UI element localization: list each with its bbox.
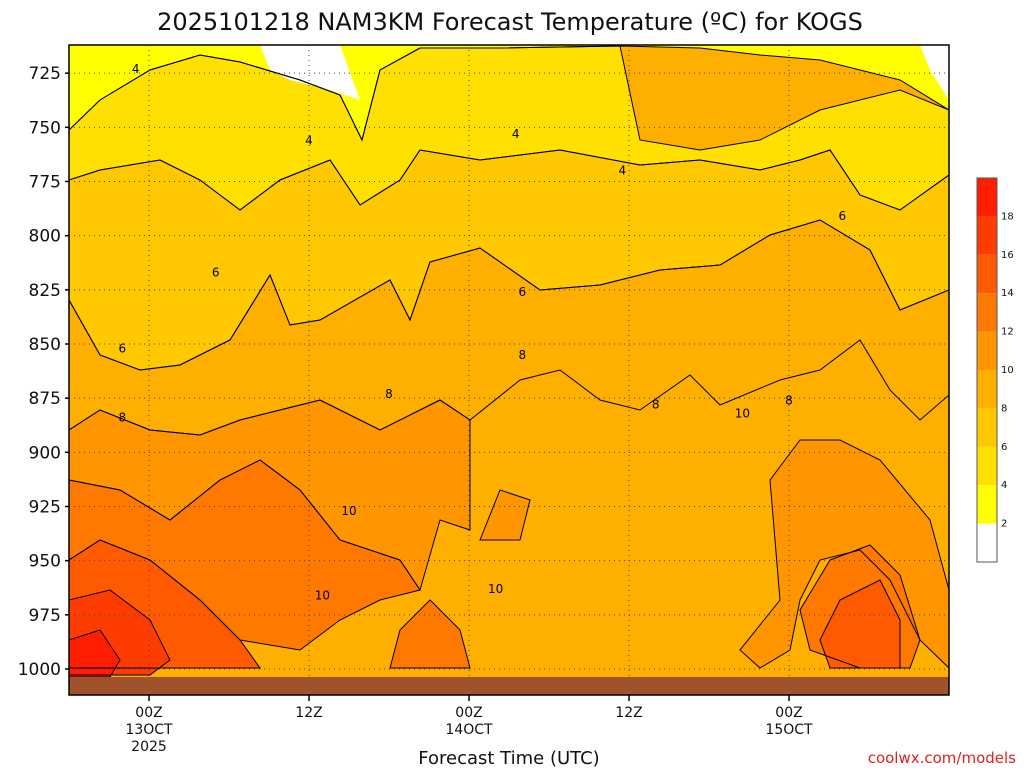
x-tick-label: 12Z xyxy=(295,705,322,721)
colorbar-tick-label: 10 xyxy=(1001,365,1014,376)
y-tick-label: 775 xyxy=(29,173,61,193)
colorbar-tick-label: 16 xyxy=(1001,250,1014,261)
colorbar-swatch xyxy=(977,408,997,447)
contour-label: 4 xyxy=(132,62,140,76)
y-tick-label: 900 xyxy=(29,443,61,463)
ground-surface xyxy=(69,677,949,695)
y-tick-label: 1000 xyxy=(18,660,61,680)
plot-frame xyxy=(68,44,950,696)
colorbar-tick-label: 12 xyxy=(1001,327,1014,338)
colorbar-tick-label: 4 xyxy=(1001,480,1007,491)
colorbar-swatch xyxy=(977,370,997,409)
contour-label: 8 xyxy=(652,398,660,412)
temp-band-below-2 xyxy=(260,45,360,100)
y-tick-label: 850 xyxy=(29,335,61,355)
contour-label: 8 xyxy=(385,387,393,401)
y-tick-label: 875 xyxy=(29,389,61,409)
plot-area: 4 4 4 4 6 6 6 6 8 8 8 8 8 10 10 10 10 xyxy=(69,45,949,695)
contour-label: 4 xyxy=(305,133,313,147)
contour-line-18 xyxy=(69,629,121,678)
colorbar-legend: 2 4 6 8 10 12 14 16 18 xyxy=(976,177,1014,563)
x-axis-label: Forecast Time (UTC) xyxy=(418,748,599,768)
contour-label: 6 xyxy=(119,341,127,355)
colorbar-tick-label: 8 xyxy=(1001,403,1007,414)
colorbar-swatch xyxy=(977,254,997,294)
temp-band-12 xyxy=(69,460,920,668)
chart-title: 2025101218 NAM3KM Forecast Temperature (… xyxy=(157,8,863,36)
contour-lines xyxy=(69,45,949,678)
x-tick-label: 14OCT xyxy=(445,722,493,738)
temp-band-10 xyxy=(69,400,949,668)
y-tick-label: 950 xyxy=(29,552,61,572)
x-tick-label: 13OCT xyxy=(125,722,173,738)
x-tick-label: 12Z xyxy=(615,705,642,721)
contour-label: 8 xyxy=(785,393,793,407)
colorbar-swatch xyxy=(977,178,997,217)
contour-label: 10 xyxy=(735,406,750,420)
colorbar-swatch xyxy=(977,216,997,255)
temp-band-4 xyxy=(69,46,949,210)
y-tick-label: 750 xyxy=(29,118,61,138)
grid-lines xyxy=(69,45,949,695)
contour-line-14 xyxy=(69,539,901,669)
y-tick-label: 925 xyxy=(29,498,61,518)
x-tick-label: 15OCT xyxy=(765,722,813,738)
contour-label: 8 xyxy=(119,411,127,425)
colorbar-tick-label: 18 xyxy=(1001,211,1014,222)
y-tick-label: 825 xyxy=(29,281,61,301)
colorbar-swatch xyxy=(977,523,997,562)
contour-label: 6 xyxy=(212,266,220,280)
colorbar-swatch xyxy=(977,293,997,332)
x-tick-label: 00Z xyxy=(775,705,802,721)
x-tick-label: 00Z xyxy=(135,705,162,721)
contour-label: 10 xyxy=(341,504,356,518)
y-tick-label: 975 xyxy=(29,606,61,626)
x-tick-label: 00Z xyxy=(455,705,482,721)
colorbar-tick-label: 2 xyxy=(1001,519,1007,530)
contour-label: 10 xyxy=(488,582,503,596)
temperature-bands xyxy=(69,45,949,677)
colorbar-swatch xyxy=(977,331,997,370)
colorbar-swatch xyxy=(977,446,997,486)
contour-label: 4 xyxy=(512,127,520,141)
colorbar-frame xyxy=(976,177,998,563)
x-tick-label: 2025 xyxy=(131,739,167,755)
y-tick-label: 800 xyxy=(29,227,61,247)
contour-labels: 4 4 4 4 6 6 6 6 8 8 8 8 8 10 10 10 10 xyxy=(119,62,847,602)
y-axis: 725 750 775 800 825 850 875 900 925 950 975 1000 xyxy=(18,64,69,680)
colorbar-tick-label: 14 xyxy=(1001,288,1014,299)
temp-band-6 xyxy=(69,150,949,370)
y-tick-label: 725 xyxy=(29,64,61,84)
contour-label: 10 xyxy=(315,588,330,602)
credit-link[interactable]: coolwx.com/models xyxy=(868,749,1016,767)
colorbar-tick-label: 6 xyxy=(1001,442,1007,453)
colorbar-swatch xyxy=(977,485,997,524)
contour-label: 6 xyxy=(839,209,847,223)
contour-line-16 xyxy=(69,589,171,676)
contour-label: 4 xyxy=(619,164,627,178)
contour-label: 8 xyxy=(519,348,527,362)
temp-band-8 xyxy=(69,220,949,435)
contour-label: 6 xyxy=(519,285,527,299)
temp-band-below-2 xyxy=(920,45,949,100)
